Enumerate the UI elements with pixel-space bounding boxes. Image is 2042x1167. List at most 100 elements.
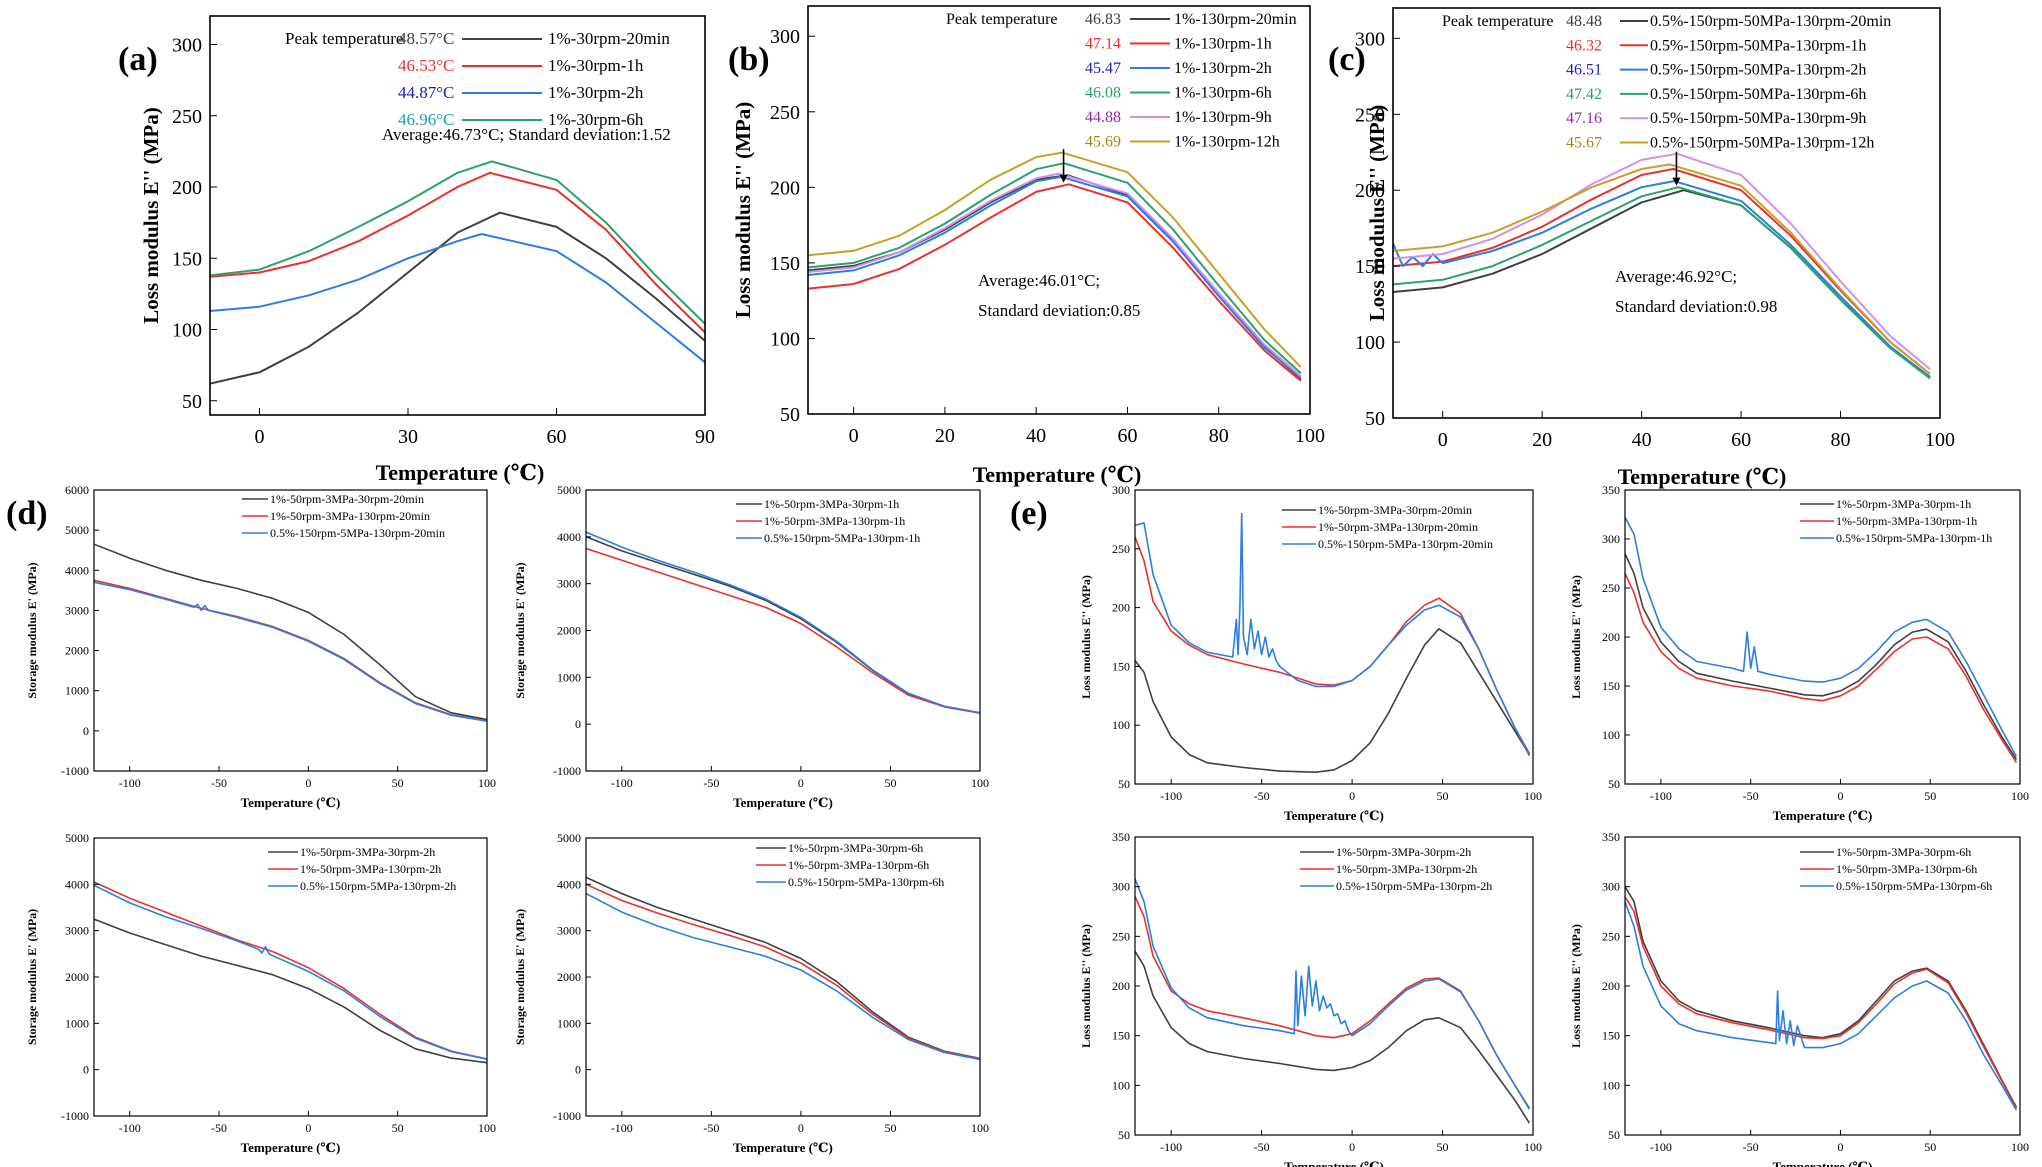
y-tick-label: 350	[1602, 830, 1620, 844]
x-tick-label: 100	[1925, 429, 1955, 451]
y-tick-label: 1000	[65, 1016, 89, 1030]
legend-label: 1%-50rpm-3MPa-30rpm-6h	[1836, 845, 1971, 859]
legend-label: 1%-130rpm-12h	[1174, 134, 1280, 151]
x-tick-label: 100	[971, 1121, 989, 1135]
x-tick-label: 50	[392, 776, 404, 790]
y-tick-label: 100	[1602, 1078, 1620, 1092]
x-tick-label: 30	[398, 426, 418, 448]
legend-label: 1%-130rpm-20min	[1174, 11, 1297, 28]
x-tick-label: 50	[884, 1121, 896, 1135]
x-tick-label: 90	[695, 426, 715, 448]
x-tick-label: 20	[1532, 429, 1552, 451]
y-tick-label: 250	[172, 106, 202, 128]
x-tick-label: -100	[1650, 1140, 1672, 1154]
x-tick-label: 0	[1438, 429, 1448, 451]
y-tick-label: 150	[1112, 1029, 1130, 1043]
y-tick-label: 200	[1602, 979, 1620, 993]
y-tick-label: 100	[1355, 332, 1385, 354]
series-line-d2-0	[586, 536, 980, 714]
y-tick-label: 300	[1112, 880, 1130, 894]
x-tick-label: -50	[703, 1121, 719, 1135]
top-row-xlabels: Temperature (℃) Temperature (℃) Temperat…	[376, 460, 1787, 489]
y-tick-label: 100	[1112, 1078, 1130, 1092]
y-axis-label: Loss modulus E'' (MPa)	[1079, 924, 1093, 1048]
panel-letters: (a) (b) (c) (d) (e)	[6, 41, 1366, 532]
series-line-c-3	[1393, 186, 1931, 380]
series-line-e3-0	[1135, 950, 1531, 1124]
y-tick-label: 6000	[65, 483, 89, 497]
x-axis-label: Temperature (℃)	[733, 1140, 833, 1155]
legend-label: 0.5%-150rpm-50MPa-130rpm-2h	[1650, 62, 1866, 79]
y-tick-label: 300	[172, 35, 202, 57]
y-tick-label: 1000	[65, 684, 89, 698]
x-tick-label: 100	[2011, 1140, 2029, 1154]
x-tick-label: -100	[1650, 789, 1672, 803]
series-line-e2-0	[1625, 553, 2018, 760]
x-tick-label: 50	[392, 1121, 404, 1135]
y-tick-label: 3000	[65, 924, 89, 938]
chart-panel-d4: -100 -50 0 50 100 -1000 0 1000 2000 3000 4000 5000 T…	[513, 831, 989, 1155]
legend-peak-value: 46.96°C	[398, 110, 454, 129]
chart-panel-d1: -100 -50 0 50 100 -1000 0 1000 2000 3000 4000 5000 6…	[25, 483, 496, 810]
y-axis-label: Storage modulus E' (MPa)	[513, 909, 527, 1045]
x-axis-label: Temperature (℃)	[1773, 808, 1873, 823]
y-tick-label: 50	[1365, 408, 1385, 430]
legend-label: 1%-50rpm-3MPa-130rpm-1h	[1836, 514, 1977, 528]
x-tick-label: 0	[255, 426, 265, 448]
x-axis-label: Temperature (℃)	[1284, 1159, 1384, 1167]
series-line-e4-0	[1625, 886, 2018, 1108]
y-tick-label: 100	[770, 328, 800, 350]
top-xlabel-a: Temperature (℃)	[376, 460, 545, 485]
annotation-text: Average:46.92°C;	[1615, 267, 1737, 286]
series-line-b-4	[808, 172, 1302, 377]
y-tick-label: 3000	[65, 603, 89, 617]
y-tick-label: 200	[770, 177, 800, 199]
y-tick-label: 250	[1602, 581, 1620, 595]
y-tick-label: 150	[172, 248, 202, 270]
y-tick-label: 50	[1118, 777, 1130, 791]
y-tick-label: -1000	[61, 1109, 89, 1123]
y-tick-label: 1000	[557, 670, 581, 684]
series-line-d3-2	[94, 884, 487, 1060]
x-tick-label: 50	[1924, 789, 1936, 803]
legend-label: 0.5%-150rpm-5MPa-130rpm-1h	[764, 531, 920, 545]
series-line-d4-0	[586, 876, 980, 1060]
y-tick-label: 150	[1355, 256, 1385, 278]
x-tick-label: -50	[1743, 789, 1759, 803]
x-tick-label: 100	[971, 776, 989, 790]
legend-label: 1%-50rpm-3MPa-130rpm-1h	[764, 514, 905, 528]
chart-panel-a: 0 30 60 90 50 100 150 200 250 300 Loss modulus E''…	[139, 15, 715, 448]
y-axis-label: Storage modulus E' (MPa)	[25, 562, 39, 698]
series-line-d4-1	[586, 883, 980, 1060]
legend-peak-value: 48.57°C	[398, 29, 454, 48]
legend-label: 1%-50rpm-3MPa-30rpm-6h	[788, 841, 923, 855]
x-tick-label: -50	[1254, 1140, 1270, 1154]
chart-panel-e1: -100 -50 0 50 100 50 100 150 200 250 300 Temperatur…	[1079, 483, 1542, 823]
y-tick-label: 50	[1118, 1128, 1130, 1142]
y-axis-label: Storage modulus E' (MPa)	[513, 562, 527, 698]
y-tick-label: 4000	[65, 877, 89, 891]
x-tick-label: 0	[798, 1121, 804, 1135]
legend-label: 1%-50rpm-3MPa-130rpm-6h	[788, 858, 929, 872]
x-tick-label: -50	[703, 776, 719, 790]
y-tick-label: 3000	[557, 924, 581, 938]
chart-panel-c: 0 20 40 60 80 100 50 100 150 200 250 300 Loss modulu…	[1355, 7, 1955, 451]
y-axis-label: Loss modulus E'' (MPa)	[139, 107, 163, 323]
x-tick-label: -100	[119, 776, 141, 790]
legend-label: 1%-130rpm-6h	[1174, 85, 1272, 102]
series-line-a-2	[210, 233, 705, 364]
legend-peak-value: 44.87°C	[398, 83, 454, 102]
x-tick-label: 60	[1731, 429, 1751, 451]
series-line-e1-2	[1135, 512, 1531, 754]
series-line-e1-0	[1135, 627, 1531, 774]
y-tick-label: 200	[1355, 180, 1385, 202]
legend-label: 0.5%-150rpm-5MPa-130rpm-20min	[270, 526, 445, 540]
annotation-text: Average:46.73°C; Standard deviation:1.52	[382, 125, 671, 144]
y-tick-label: 250	[770, 102, 800, 124]
y-tick-label: 300	[1355, 28, 1385, 50]
x-tick-label: -100	[611, 776, 633, 790]
legend-peak-value: 47.16	[1566, 110, 1602, 127]
legend-label: 1%-50rpm-3MPa-30rpm-20min	[1318, 503, 1472, 517]
x-tick-label: 50	[1437, 1140, 1449, 1154]
